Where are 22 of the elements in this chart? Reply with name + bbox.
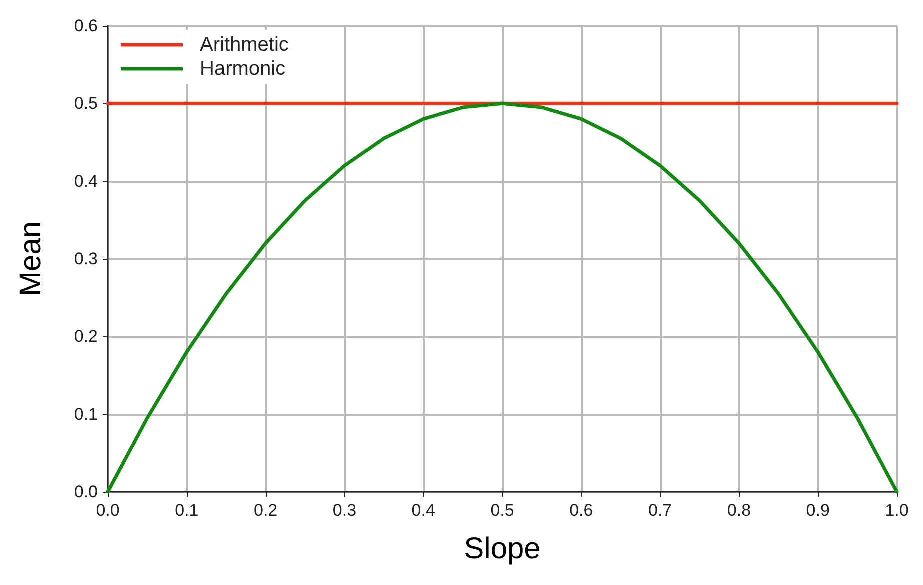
x-tick-label: 0.9 [806, 501, 830, 520]
x-tick-label: 0.4 [412, 501, 436, 520]
x-tick-label: 0.5 [490, 501, 514, 520]
x-tick-label: 0.3 [332, 501, 357, 520]
x-tick-label: 0.1 [175, 501, 199, 520]
y-tick-label: 0.5 [74, 94, 98, 114]
y-tick-label: 0.3 [74, 250, 98, 268]
legend-label: Harmonic [200, 58, 286, 80]
legend-label: Arithmetic [200, 34, 289, 56]
y-tick-label: 0.1 [74, 404, 98, 424]
y-tick-label: 0.6 [74, 16, 98, 36]
x-axis-title: Slope [464, 532, 541, 566]
y-tick-label: 0.2 [74, 327, 98, 346]
x-tick-label: 0.2 [254, 501, 278, 520]
x-tick-label: 0.0 [96, 501, 120, 520]
x-tick-label: 0.7 [648, 501, 672, 520]
y-tick-label: 0.4 [74, 172, 98, 191]
y-axis-title: Mean [14, 221, 48, 297]
x-tick-label: 0.6 [570, 501, 594, 520]
y-tick-label: 0.0 [74, 482, 98, 502]
x-tick-label: 1.0 [885, 501, 909, 520]
x-tick-label: 0.8 [727, 501, 752, 520]
